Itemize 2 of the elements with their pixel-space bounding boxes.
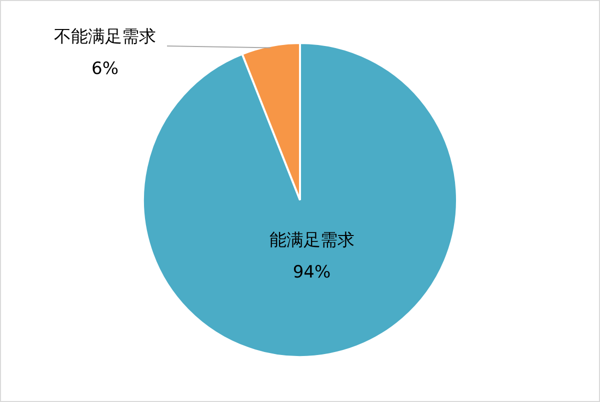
data-label: 6% bbox=[92, 59, 118, 79]
slice-label: 不能满足需求 bbox=[54, 27, 156, 47]
